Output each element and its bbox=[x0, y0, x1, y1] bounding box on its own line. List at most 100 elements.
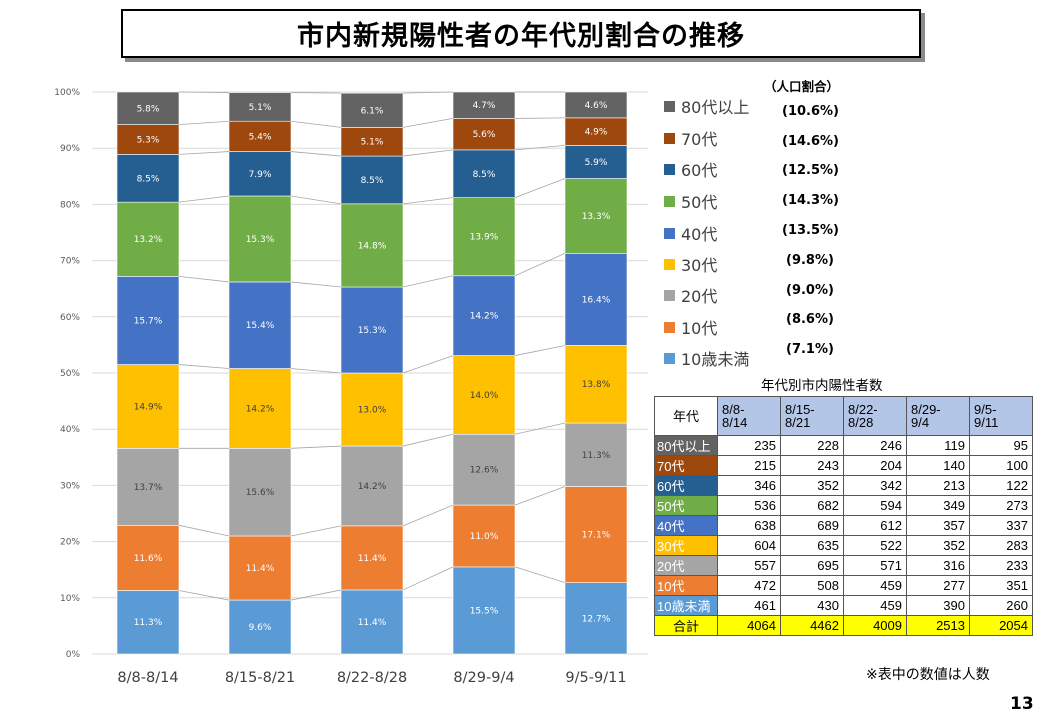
legend-swatch bbox=[664, 163, 675, 175]
bar-segment bbox=[340, 589, 404, 655]
data-label: 16.4% bbox=[582, 295, 611, 305]
data-label: 14.0% bbox=[470, 391, 499, 401]
data-label: 14.2% bbox=[358, 482, 387, 492]
table-row: 30代 604 635 522 352 283 bbox=[654, 535, 1033, 556]
bar-segment bbox=[452, 91, 516, 119]
bar-segment bbox=[452, 355, 516, 435]
data-label: 15.7% bbox=[134, 316, 163, 326]
bar-segment bbox=[116, 525, 180, 591]
x-tick-label: 8/8-8/14 bbox=[117, 670, 178, 686]
table-row: 80代以上 235 228 246 119 95 bbox=[654, 435, 1033, 456]
table-row-label: 50代 bbox=[654, 495, 718, 516]
table-cell: 472 bbox=[717, 575, 781, 596]
bar-segment bbox=[452, 118, 516, 151]
table-row: 60代 346 352 342 213 122 bbox=[654, 475, 1033, 496]
legend-item: 10歳未満 bbox=[664, 346, 749, 370]
table-cell: 95 bbox=[969, 435, 1033, 456]
table-cell: 352 bbox=[780, 475, 844, 496]
legend-population-share: (8.6%) bbox=[786, 312, 834, 327]
bar-segment bbox=[228, 448, 292, 537]
data-label: 11.3% bbox=[582, 451, 611, 461]
table-row-label: 10代 bbox=[654, 575, 718, 596]
table-cell: 349 bbox=[906, 495, 970, 516]
legend-swatch bbox=[664, 289, 675, 301]
legend-population-share: (14.3%) bbox=[782, 193, 839, 208]
table-cell: 557 bbox=[717, 555, 781, 576]
legend-item: 80代以上 bbox=[664, 94, 749, 118]
series-connector bbox=[290, 525, 342, 537]
data-label: 13.3% bbox=[582, 212, 611, 222]
table-cell: 140 bbox=[906, 455, 970, 476]
data-label: 15.6% bbox=[246, 488, 275, 498]
data-label: 7.9% bbox=[249, 170, 272, 180]
table-row: 70代 215 243 204 140 100 bbox=[654, 455, 1033, 476]
y-tick-label: 10% bbox=[60, 594, 80, 604]
bar-segment bbox=[564, 91, 628, 119]
bar-segment bbox=[452, 197, 516, 277]
table-cell: 233 bbox=[969, 555, 1033, 576]
table-row-label: 70代 bbox=[654, 455, 718, 476]
table-cell: 689 bbox=[780, 515, 844, 536]
table-row-label: 60代 bbox=[654, 475, 718, 496]
table-row-label: 10歳未満 bbox=[654, 595, 718, 616]
legend-label: 50代 bbox=[681, 193, 718, 212]
series-connector bbox=[402, 504, 454, 527]
legend-item: 70代 bbox=[664, 126, 717, 150]
bar-segment bbox=[228, 368, 292, 449]
bar-segment bbox=[228, 151, 292, 197]
table-cell: 351 bbox=[969, 575, 1033, 596]
table-cell: 273 bbox=[969, 495, 1033, 516]
series-connector bbox=[514, 486, 566, 506]
data-label: 6.1% bbox=[361, 106, 384, 116]
table-column-header: 8/15- 8/21 bbox=[780, 396, 844, 436]
data-label: 5.6% bbox=[473, 130, 496, 140]
legend-swatch bbox=[664, 195, 675, 207]
series-connector bbox=[290, 92, 342, 94]
series-connector bbox=[402, 197, 454, 205]
table-row: 20代 557 695 571 316 233 bbox=[654, 555, 1033, 576]
table-cell: 594 bbox=[843, 495, 907, 516]
legend-label: 80代以上 bbox=[681, 98, 750, 117]
bar-segment bbox=[228, 195, 292, 283]
bar-segment bbox=[228, 599, 292, 655]
data-label: 5.8% bbox=[137, 104, 160, 114]
data-label: 11.4% bbox=[358, 554, 387, 564]
legend-header: （人口割合） bbox=[764, 79, 840, 94]
legend-population-share: (9.8%) bbox=[786, 253, 834, 268]
table-cell: 390 bbox=[906, 595, 970, 616]
legend-population-share: (10.6%) bbox=[782, 104, 839, 119]
series-connector bbox=[290, 151, 342, 157]
legend-label: 30代 bbox=[681, 256, 718, 275]
data-label: 4.7% bbox=[473, 101, 496, 111]
data-label: 12.7% bbox=[582, 614, 611, 624]
series-connector bbox=[514, 117, 566, 119]
data-label: 11.6% bbox=[134, 554, 163, 564]
bar-segment bbox=[116, 276, 180, 365]
data-label: 13.2% bbox=[134, 235, 163, 245]
legend-population-share: (7.1%) bbox=[786, 342, 834, 357]
series-connector bbox=[402, 91, 454, 94]
bar-segment bbox=[340, 286, 404, 374]
data-label: 13.7% bbox=[134, 483, 163, 493]
table-cell: 2054 bbox=[969, 615, 1033, 636]
series-connector bbox=[514, 566, 566, 584]
series-connector bbox=[514, 422, 566, 435]
table-cell: 4009 bbox=[843, 615, 907, 636]
table-row-label: 合計 bbox=[654, 615, 718, 636]
legend-swatch bbox=[664, 352, 675, 364]
legend-item: 40代 bbox=[664, 221, 717, 245]
data-label: 11.3% bbox=[134, 618, 163, 628]
table-cell: 638 bbox=[717, 515, 781, 536]
data-label: 13.8% bbox=[582, 380, 611, 390]
data-label: 15.3% bbox=[358, 326, 387, 336]
data-label: 5.4% bbox=[249, 132, 272, 142]
page-number: 13 bbox=[1010, 694, 1034, 714]
data-label: 11.0% bbox=[470, 532, 499, 542]
series-connector bbox=[514, 144, 566, 151]
bar-segment bbox=[564, 345, 628, 424]
bar-segment bbox=[116, 91, 180, 125]
series-connector bbox=[402, 149, 454, 157]
table-cell: 283 bbox=[969, 535, 1033, 556]
bar-segment bbox=[340, 445, 404, 527]
legend-item: 10代 bbox=[664, 315, 717, 339]
